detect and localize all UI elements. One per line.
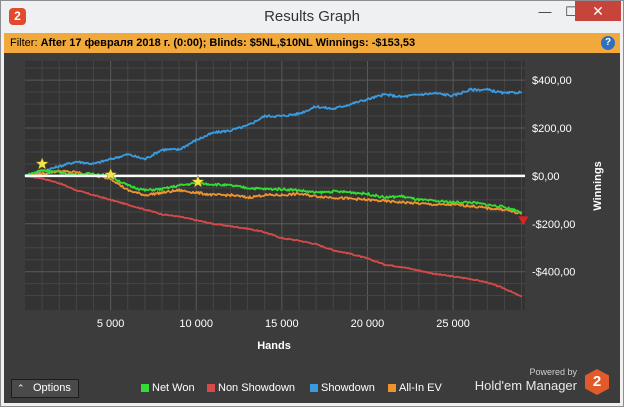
y-tick-label: -$400,00 xyxy=(532,267,575,279)
legend-swatch-non-showdown xyxy=(207,384,215,392)
powered-by-brand: Powered by Hold'em Manager 2 xyxy=(475,367,609,397)
legend-label-net-won: Net Won xyxy=(152,382,195,394)
x-tick-label: 20 000 xyxy=(351,318,385,330)
tick-labels: 5 000 10 000 15 000 20 000 25 000 $400,00 $200… xyxy=(97,75,576,330)
window-title: Results Graph xyxy=(264,8,360,25)
close-button[interactable]: ✕ xyxy=(575,1,621,21)
star-marker xyxy=(191,174,205,188)
app-logo-icon: 2 xyxy=(9,8,26,25)
x-tick-label: 25 000 xyxy=(436,318,470,330)
powered-by-text: Powered by xyxy=(529,367,577,377)
y-tick-label: $400,00 xyxy=(532,75,572,87)
legend-swatch-all-in-ev xyxy=(388,384,396,392)
options-button[interactable]: ⌃ Options xyxy=(11,379,79,398)
brand-name: Hold'em Manager xyxy=(474,378,577,393)
grid xyxy=(25,61,525,310)
star-marker xyxy=(35,156,49,170)
minimize-button[interactable]: — xyxy=(538,4,552,19)
legend-label-non-showdown: Non Showdown xyxy=(218,382,296,394)
filter-text: Filter: After 17 февраля 2018 г. (0:00);… xyxy=(10,33,415,53)
chevron-up-icon: ⌃ xyxy=(17,383,25,393)
filter-bar: Filter: After 17 февраля 2018 г. (0:00);… xyxy=(4,33,620,53)
x-tick-label: 5 000 xyxy=(97,318,125,330)
y-tick-label: $200,00 xyxy=(532,123,572,135)
y-axis-label: Winnings xyxy=(592,161,604,210)
plot-area xyxy=(25,61,525,310)
results-chart: 5 000 10 000 15 000 20 000 25 000 $400,00 $200… xyxy=(24,61,604,352)
series-line-non-showdown xyxy=(24,174,523,298)
x-tick-label: 15 000 xyxy=(265,318,299,330)
help-icon[interactable]: ? xyxy=(601,36,615,50)
legend-swatch-showdown xyxy=(310,384,318,392)
series-line-showdown xyxy=(24,87,522,178)
legend-label-all-in-ev: All-In EV xyxy=(399,382,442,394)
chart-panel: 5 000 10 000 15 000 20 000 25 000 $400,00 $200… xyxy=(4,53,620,403)
options-label: Options xyxy=(33,382,71,394)
markers xyxy=(35,156,529,226)
title-bar: 2 Results Graph — ☐ ✕ xyxy=(1,1,623,33)
maximize-button[interactable]: ☐ xyxy=(565,4,577,19)
x-tick-label: 10 000 xyxy=(179,318,213,330)
legend-label-showdown: Showdown xyxy=(321,382,375,394)
hm2-logo-icon: 2 xyxy=(585,369,609,395)
y-tick-label: -$200,00 xyxy=(532,219,575,231)
legend-swatch-net-won xyxy=(141,384,149,392)
y-tick-label: $0,00 xyxy=(532,171,560,183)
filter-value: After 17 февраля 2018 г. (0:00); Blinds:… xyxy=(40,37,416,49)
star-marker xyxy=(103,167,118,181)
x-axis-label: Hands xyxy=(257,340,291,352)
filter-label: Filter: xyxy=(10,37,38,49)
down-arrow-marker xyxy=(518,216,529,226)
